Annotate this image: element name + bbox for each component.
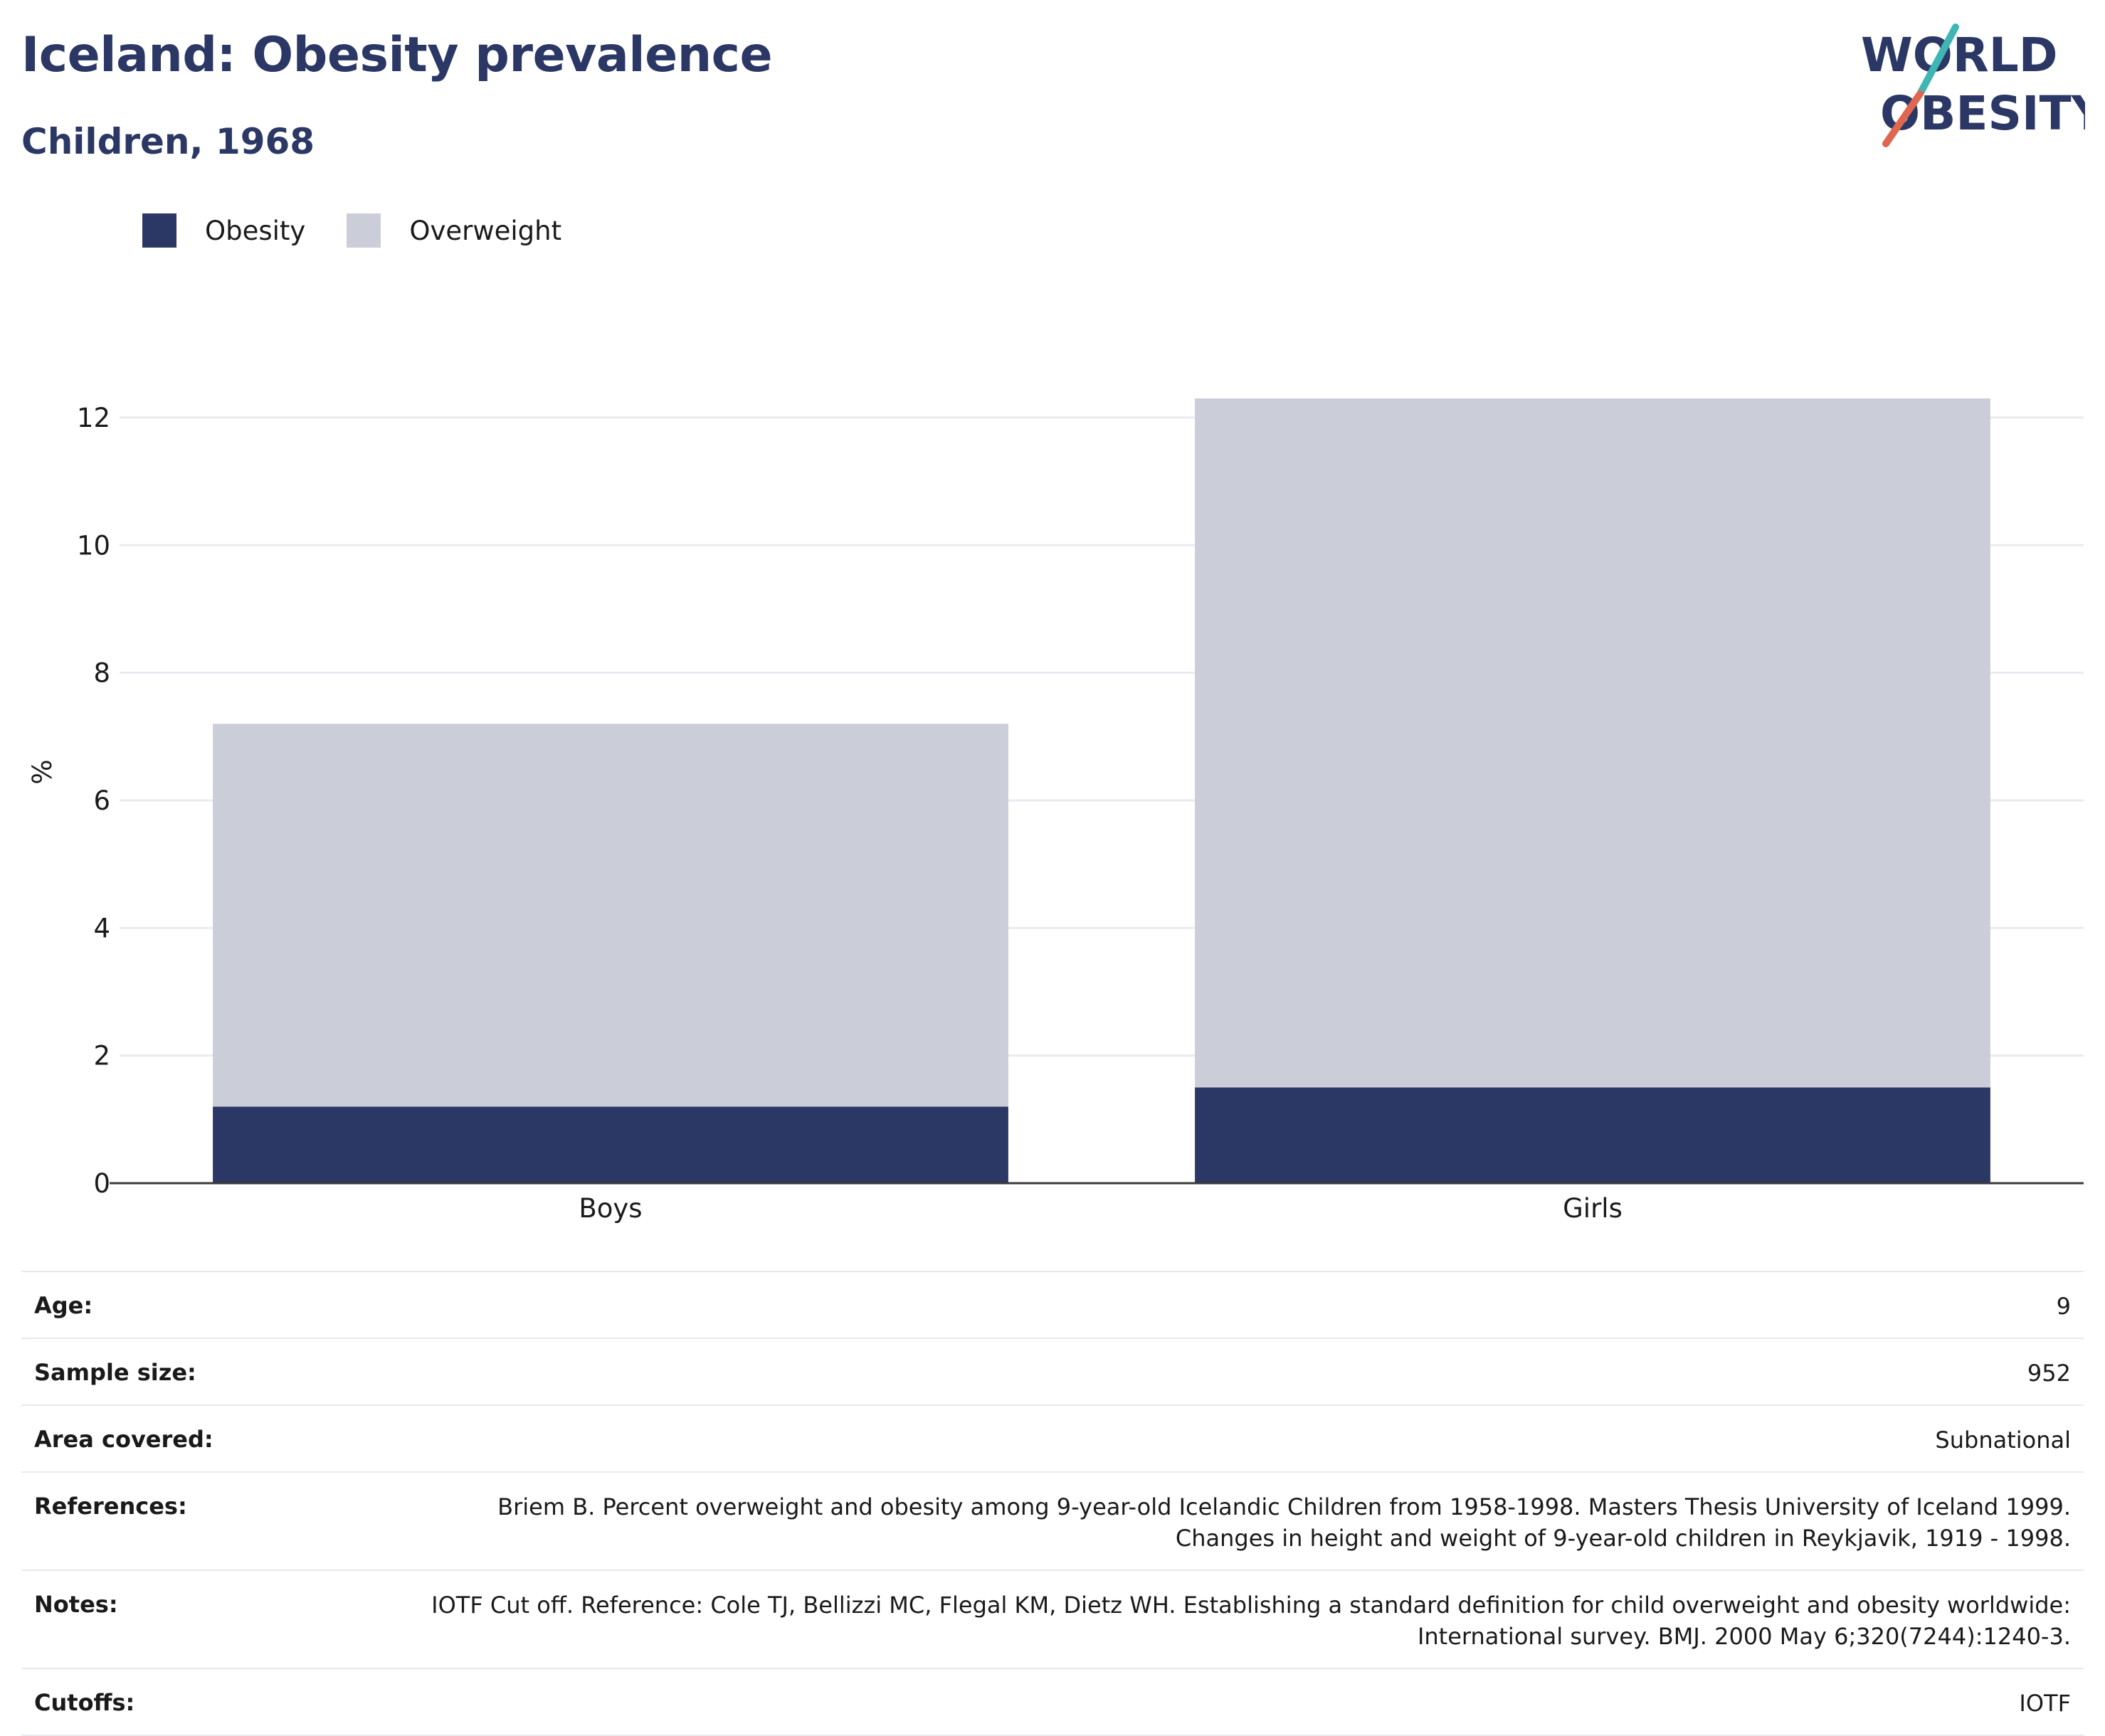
meta-key: Notes: [21, 1570, 391, 1668]
y-tick-label: 10 [77, 530, 110, 561]
meta-value: Briem B. Percent overweight and obesity … [391, 1471, 2084, 1570]
bar-overweight-girls[interactable] [1195, 398, 1990, 1088]
meta-value: IOTF Cut off. Reference: Cole TJ, Belliz… [391, 1570, 2084, 1668]
x-tick-label: Boys [579, 1193, 642, 1224]
meta-row-sample-size: Sample size: 952 [21, 1338, 2084, 1405]
bars [213, 398, 1990, 1183]
y-tick-label: 6 [93, 785, 110, 816]
bar-chart: 0 2 4 6 8 10 12 Boys Girls % [27, 398, 2084, 1224]
legend-label-obesity: Obesity [205, 215, 306, 246]
y-axis-label: % [27, 759, 58, 784]
meta-value: IOTF [391, 1668, 2084, 1736]
svg-text:OBESITY: OBESITY [1880, 86, 2085, 141]
bar-obesity-girls[interactable] [1195, 1087, 1990, 1183]
y-tick-label: 12 [77, 403, 110, 433]
meta-row-references: References: Briem B. Percent overweight … [21, 1471, 2084, 1570]
meta-row-age: Age: 9 [21, 1271, 2084, 1338]
y-tick-label: 8 [93, 658, 110, 689]
meta-key: References: [21, 1471, 391, 1570]
bar-obesity-boys[interactable] [213, 1106, 1008, 1183]
chart-legend: Obesity Overweight [142, 212, 603, 249]
meta-row-cutoffs: Cutoffs: IOTF [21, 1668, 2084, 1736]
legend-swatch-overweight [347, 213, 381, 248]
metadata-table: Age: 9 Sample size: 952 Area covered: Su… [21, 1271, 2084, 1736]
meta-key: Age: [21, 1271, 391, 1338]
meta-key: Area covered: [21, 1404, 391, 1472]
x-tick-label: Girls [1563, 1193, 1623, 1224]
meta-key: Cutoffs: [21, 1668, 391, 1736]
legend-label-overweight: Overweight [409, 215, 562, 246]
y-tick-label: 0 [93, 1168, 110, 1199]
world-obesity-logo: WORLD OBESITY [1861, 23, 2085, 147]
bar-overweight-boys[interactable] [213, 724, 1008, 1107]
svg-text:WORLD: WORLD [1861, 28, 2058, 83]
legend-item-overweight[interactable]: Overweight [347, 213, 561, 248]
meta-value: 9 [391, 1271, 2084, 1338]
meta-row-notes: Notes: IOTF Cut off. Reference: Cole TJ,… [21, 1570, 2084, 1668]
tick-labels: 0 2 4 6 8 10 12 Boys Girls [77, 403, 1623, 1224]
meta-value: 952 [391, 1338, 2084, 1405]
legend-item-obesity[interactable]: Obesity [142, 213, 305, 248]
y-tick-label: 2 [93, 1041, 110, 1071]
meta-row-area-covered: Area covered: Subnational [21, 1404, 2084, 1472]
legend-swatch-obesity [142, 213, 176, 248]
meta-key: Sample size: [21, 1338, 391, 1405]
y-tick-label: 4 [93, 913, 110, 943]
chart-subtitle: Children, 1968 [21, 121, 315, 162]
meta-value: Subnational [391, 1404, 2084, 1472]
chart-title: Iceland: Obesity prevalence [21, 27, 773, 83]
